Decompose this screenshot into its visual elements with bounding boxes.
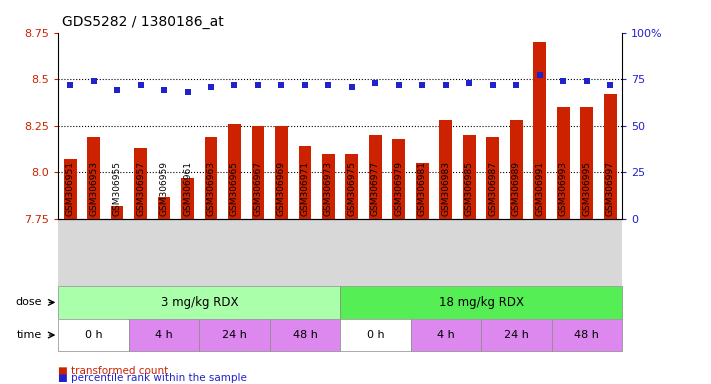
- Point: [440, 82, 451, 88]
- Bar: [199, 319, 269, 351]
- Point: [299, 82, 311, 88]
- Text: 4 h: 4 h: [437, 330, 455, 340]
- Point: [346, 84, 358, 90]
- Point: [464, 80, 475, 86]
- Bar: [340, 286, 622, 319]
- Text: 24 h: 24 h: [222, 330, 247, 340]
- Bar: [533, 42, 546, 219]
- Bar: [181, 178, 194, 219]
- Bar: [58, 319, 129, 351]
- Bar: [58, 286, 340, 319]
- Bar: [557, 107, 570, 219]
- Bar: [87, 137, 100, 219]
- Bar: [486, 137, 499, 219]
- Bar: [580, 107, 594, 219]
- Point: [581, 78, 592, 84]
- Point: [534, 73, 545, 79]
- Text: dose: dose: [16, 297, 42, 308]
- Text: 3 mg/kg RDX: 3 mg/kg RDX: [161, 296, 238, 309]
- Point: [510, 82, 522, 88]
- Bar: [369, 135, 382, 219]
- Bar: [463, 135, 476, 219]
- Text: ■ transformed count: ■ transformed count: [58, 366, 169, 376]
- Bar: [439, 120, 452, 219]
- Bar: [205, 137, 218, 219]
- Bar: [111, 206, 124, 219]
- Text: 0 h: 0 h: [367, 330, 384, 340]
- Bar: [552, 319, 622, 351]
- Point: [205, 84, 217, 90]
- Bar: [134, 148, 147, 219]
- Point: [88, 78, 100, 84]
- Point: [417, 82, 428, 88]
- Text: 48 h: 48 h: [574, 330, 599, 340]
- Bar: [228, 124, 241, 219]
- Bar: [129, 319, 199, 351]
- Bar: [63, 159, 77, 219]
- Bar: [252, 126, 264, 219]
- Bar: [269, 319, 340, 351]
- Text: GDS5282 / 1380186_at: GDS5282 / 1380186_at: [62, 15, 223, 29]
- Point: [487, 82, 498, 88]
- Bar: [340, 319, 411, 351]
- Bar: [510, 120, 523, 219]
- Text: 18 mg/kg RDX: 18 mg/kg RDX: [439, 296, 524, 309]
- Text: ■ percentile rank within the sample: ■ percentile rank within the sample: [58, 373, 247, 383]
- Bar: [416, 163, 429, 219]
- Text: 48 h: 48 h: [292, 330, 317, 340]
- Text: 4 h: 4 h: [155, 330, 173, 340]
- Text: 24 h: 24 h: [504, 330, 529, 340]
- Point: [182, 89, 193, 95]
- Bar: [158, 197, 171, 219]
- Point: [65, 82, 76, 88]
- Point: [557, 78, 569, 84]
- Point: [604, 82, 616, 88]
- Point: [159, 87, 170, 93]
- Point: [276, 82, 287, 88]
- Text: time: time: [16, 330, 42, 340]
- Point: [135, 82, 146, 88]
- Point: [229, 82, 240, 88]
- Text: 0 h: 0 h: [85, 330, 102, 340]
- Bar: [299, 146, 311, 219]
- Point: [370, 80, 381, 86]
- Bar: [392, 139, 405, 219]
- Bar: [275, 126, 288, 219]
- Bar: [604, 94, 617, 219]
- Bar: [346, 154, 358, 219]
- Bar: [411, 319, 481, 351]
- Point: [393, 82, 405, 88]
- Point: [323, 82, 334, 88]
- Point: [252, 82, 264, 88]
- Bar: [481, 319, 552, 351]
- Bar: [322, 154, 335, 219]
- Point: [112, 87, 123, 93]
